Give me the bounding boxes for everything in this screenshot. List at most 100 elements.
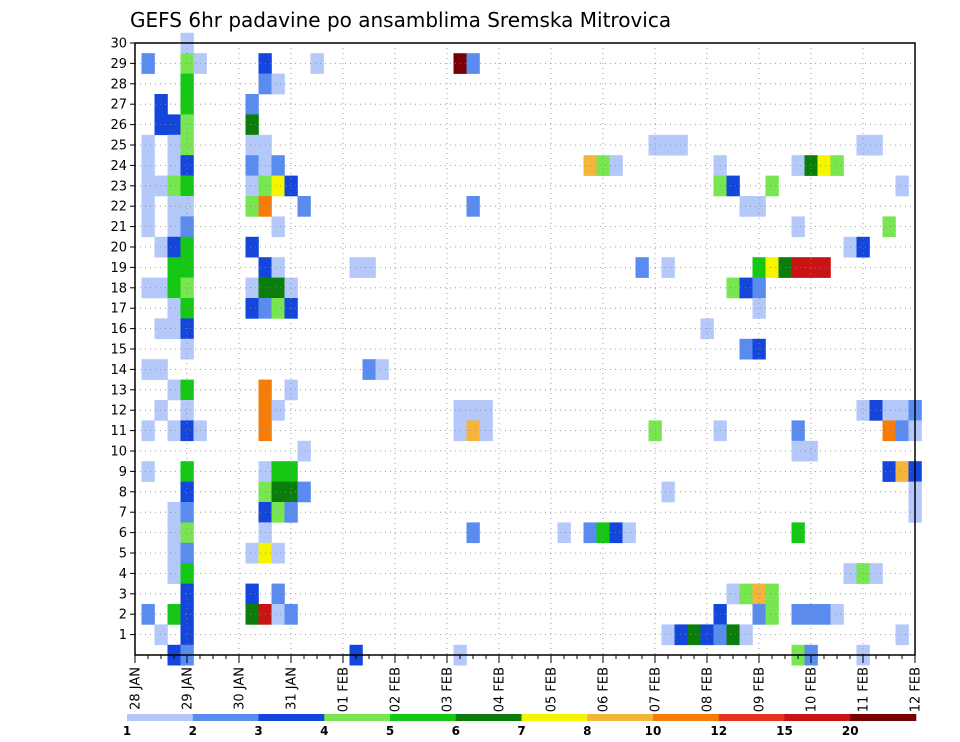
heatmap-cell — [739, 583, 753, 605]
y-tick-label: 23 — [110, 179, 127, 194]
heatmap-cell — [167, 114, 181, 136]
heatmap-cell — [167, 563, 181, 584]
legend-label: 3 — [254, 724, 262, 738]
heatmap-cell — [362, 257, 376, 278]
legend-swatch — [324, 714, 391, 721]
heatmap-cell — [271, 175, 285, 197]
heatmap-cell — [765, 604, 779, 625]
y-tick-label: 22 — [110, 200, 127, 215]
heatmap-cell — [297, 440, 311, 462]
legend-swatch — [587, 714, 654, 721]
heatmap-cell — [141, 134, 155, 156]
heatmap-cell — [284, 461, 298, 482]
y-axis: 1234567891011121314151617181920212223242… — [110, 37, 135, 643]
heatmap-cell — [661, 481, 675, 503]
heatmap-cell — [297, 196, 311, 217]
heatmap-cell — [180, 502, 194, 523]
heatmap-cell — [141, 53, 155, 74]
legend-swatch — [521, 714, 588, 721]
heatmap-cell — [180, 277, 194, 299]
legend-label: 6 — [452, 724, 460, 738]
heatmap-cell — [154, 277, 168, 299]
heatmap-cell — [167, 236, 181, 258]
y-tick-label: 3 — [119, 587, 127, 602]
heatmap-cell — [180, 175, 194, 197]
heatmap-cell — [791, 522, 805, 544]
heatmap-cell — [180, 461, 194, 482]
y-tick-label: 19 — [110, 261, 127, 276]
heatmap-cell — [466, 53, 480, 74]
heatmap-cell — [466, 522, 480, 544]
heatmap-cell — [245, 604, 259, 625]
x-axis: 28 JAN 29 JAN 30 JAN 31 JAN 01 FEB 02 FEB 03 F… — [129, 655, 924, 712]
heatmap-cell — [167, 420, 181, 442]
heatmap-cell — [765, 175, 779, 197]
heatmap-cell — [154, 318, 168, 340]
y-tick-label: 8 — [119, 485, 127, 500]
legend-label: 12 — [710, 724, 727, 738]
legend-label: 4 — [320, 724, 328, 738]
legend-label: 8 — [583, 724, 591, 738]
heatmap-cell — [154, 624, 168, 646]
heatmap-cell — [765, 583, 779, 605]
legend-swatch — [653, 714, 720, 721]
heatmap-cell — [245, 114, 259, 136]
y-tick-label: 25 — [110, 139, 127, 154]
heatmap-cell — [362, 359, 376, 380]
y-tick-label: 13 — [110, 383, 127, 398]
x-tick-label: 05 FEB — [545, 667, 560, 712]
heatmap-cell — [180, 624, 194, 646]
heatmap-cell — [167, 542, 181, 564]
heatmap-cell — [271, 277, 285, 299]
legend-swatch — [718, 714, 785, 721]
heatmap-cell — [141, 155, 155, 176]
heatmap-cell — [167, 604, 181, 625]
x-tick-label: 28 JAN — [129, 667, 144, 710]
y-tick-label: 18 — [110, 281, 127, 296]
y-tick-label: 30 — [110, 37, 127, 52]
heatmap-cell — [674, 624, 688, 646]
heatmap-cell — [609, 155, 623, 176]
y-tick-label: 29 — [110, 57, 127, 72]
legend-label: 7 — [517, 724, 525, 738]
x-tick-label: 08 FEB — [701, 667, 716, 712]
heatmap-cell — [284, 502, 298, 523]
heatmap-cell — [245, 277, 259, 299]
heatmap-cell — [167, 196, 181, 217]
heatmap-cell — [141, 420, 155, 442]
heatmap-cell — [895, 624, 909, 646]
heatmap-cell — [349, 257, 363, 278]
heatmap-cell — [700, 624, 714, 646]
legend-label: 20 — [842, 724, 859, 738]
x-tick-label: 03 FEB — [441, 667, 456, 712]
x-tick-label: 04 FEB — [493, 667, 508, 712]
y-tick-label: 7 — [119, 506, 127, 521]
heatmap-cell — [765, 257, 779, 278]
heatmap-cell — [167, 318, 181, 340]
heatmap-cell — [310, 53, 324, 74]
heatmap-cell — [167, 379, 181, 401]
y-tick-label: 5 — [119, 547, 127, 562]
heatmap-cell — [635, 257, 649, 278]
heatmap-cell — [895, 420, 909, 442]
heatmap-cell — [167, 522, 181, 544]
heatmap-cell — [141, 604, 155, 625]
heatmap-cell — [180, 604, 194, 625]
y-tick-label: 17 — [110, 302, 127, 317]
heatmap-cell — [856, 134, 870, 156]
heatmap-cell — [804, 440, 818, 462]
x-tick-label: 07 FEB — [649, 667, 664, 712]
heatmap-cell — [284, 379, 298, 401]
legend-swatch — [192, 714, 259, 721]
heatmap-cell — [869, 400, 883, 421]
heatmap-cell — [141, 277, 155, 299]
y-tick-label: 4 — [119, 567, 127, 582]
heatmap-cell — [180, 236, 194, 258]
heatmap-cell — [167, 155, 181, 176]
heatmap-cell — [375, 359, 389, 380]
y-tick-label: 26 — [110, 118, 127, 133]
heatmap-cell — [271, 604, 285, 625]
heatmap-cell — [245, 298, 259, 319]
heatmap-cell — [895, 461, 909, 482]
heatmap-cell — [739, 338, 753, 360]
